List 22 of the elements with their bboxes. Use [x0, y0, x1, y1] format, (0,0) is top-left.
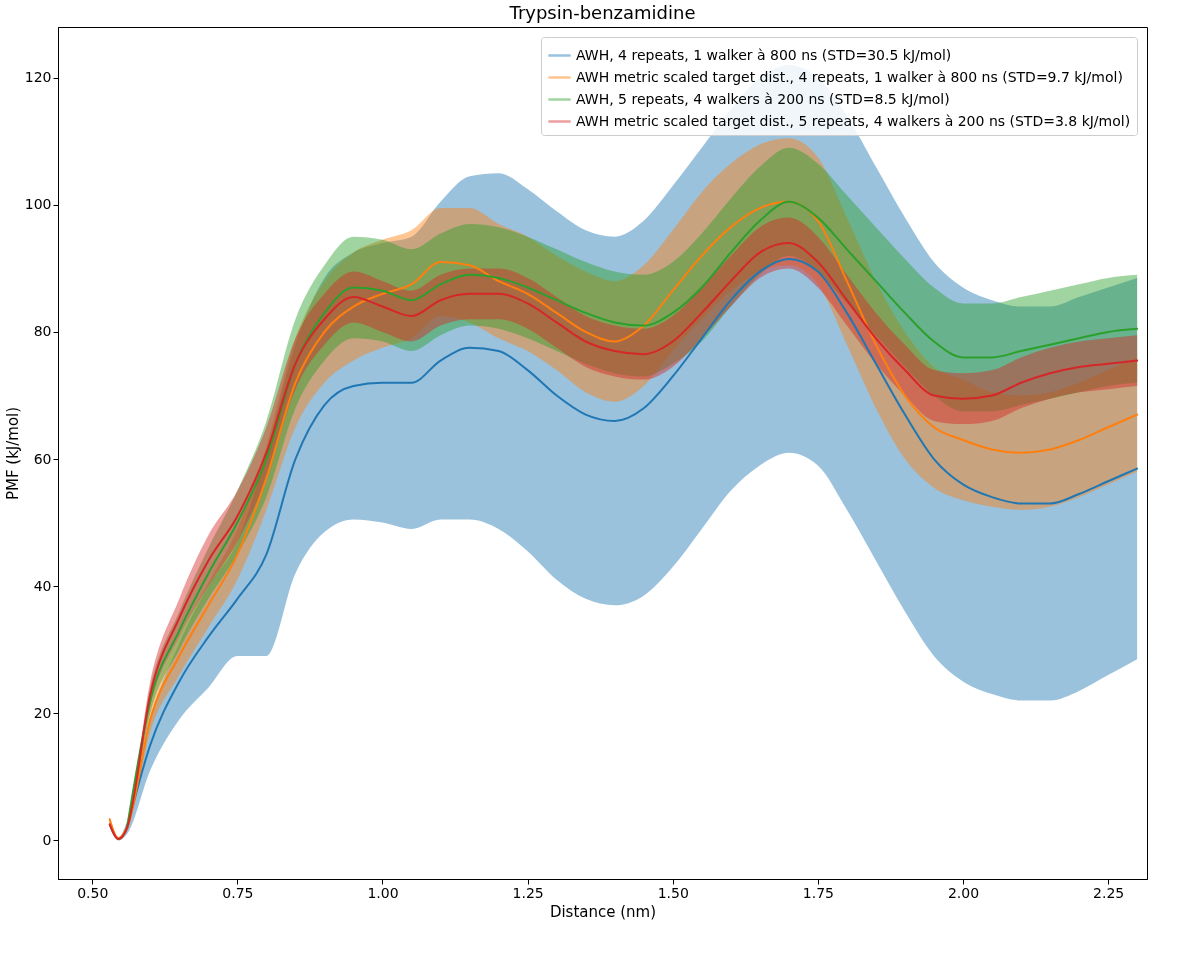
- y-tick-label: 100: [24, 196, 52, 213]
- y-tick-label: 0: [42, 831, 52, 848]
- legend-label: AWH metric scaled target dist., 5 repeats, 4 walkers à 200 ns (STD=3.8 kJ/mol): [576, 112, 1131, 129]
- x-tick-label: 1.25: [512, 884, 544, 901]
- legend-label: AWH metric scaled target dist., 4 repeats, 1 walker à 800 ns (STD=9.7 kJ/mol): [576, 68, 1123, 85]
- x-tick-label: 1.00: [367, 884, 399, 901]
- x-tick-label: 2.25: [1093, 884, 1125, 901]
- x-axis-title: Distance (nm): [549, 902, 657, 921]
- y-tick-label: 20: [33, 704, 52, 721]
- y-tick-label: 80: [33, 323, 52, 340]
- x-tick-label: 1.50: [657, 884, 689, 901]
- legend-label: AWH, 4 repeats, 1 walker à 800 ns (STD=30.5 kJ/mol): [576, 46, 952, 63]
- legend-label: AWH, 5 repeats, 4 walkers à 200 ns (STD=8.5 kJ/mol): [576, 90, 950, 107]
- x-tick-label: 2.00: [947, 884, 980, 901]
- chart-title: Trypsin-benzamidine: [508, 2, 696, 23]
- x-tick-label: 0.75: [222, 884, 254, 901]
- y-tick-label: 40: [33, 577, 52, 594]
- x-tick-label: 1.75: [802, 884, 834, 901]
- y-tick-label: 120: [24, 69, 52, 86]
- y-tick-label: 60: [33, 450, 52, 467]
- y-axis-title: PMF (kJ/mol): [3, 406, 22, 501]
- x-tick-label: 0.50: [77, 884, 109, 901]
